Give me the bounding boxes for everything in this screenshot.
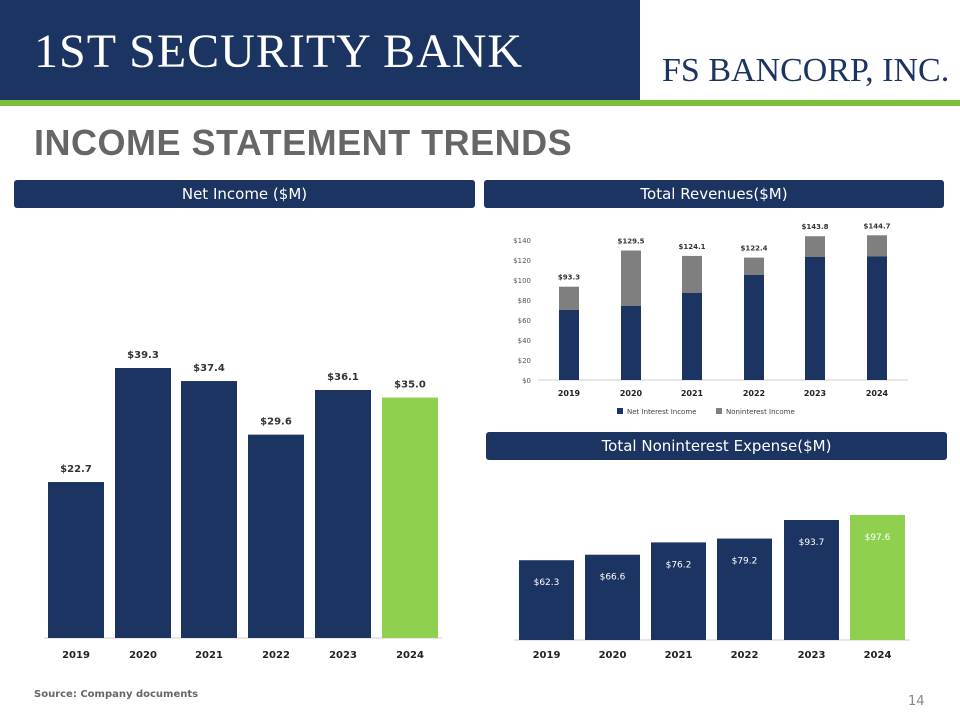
revenues-x-tick-2022: 2022	[743, 389, 765, 398]
expense-bar-2021	[651, 542, 706, 640]
expense-x-tick-2021: 2021	[665, 650, 693, 661]
header-right-panel: FS BANCORP, INC.	[640, 0, 960, 100]
net-income-x-tick-2023: 2023	[329, 650, 357, 661]
expense-value-label-2019: $62.3	[534, 578, 560, 588]
expense-value-label-2021: $76.2	[666, 560, 692, 570]
revenues-total-label-2021: $124.1	[678, 243, 705, 251]
revenues-y-tick-100: $100	[513, 277, 531, 285]
revenues-legend-net-interest: Net Interest Income	[627, 408, 696, 416]
source-note: Source: Company documents	[34, 689, 199, 700]
expense-bar-2024	[850, 515, 905, 640]
expense-bar-2023	[784, 519, 839, 640]
revenues-bar-noninterest-2019	[559, 286, 579, 310]
net-income-bar-2020	[115, 368, 171, 638]
net-income-x-tick-2020: 2020	[129, 650, 157, 661]
revenues-bar-net-interest-2022	[744, 275, 764, 380]
page-title: INCOME STATEMENT TRENDS	[34, 122, 573, 163]
revenues-total-label-2019: $93.3	[558, 274, 580, 282]
revenues-total-label-2024: $144.7	[863, 222, 890, 230]
first-security-bank-logo: 1ST SECURITY BANK	[34, 25, 524, 78]
expense-bar-2020	[585, 554, 640, 640]
net-income-value-label-2019: $22.7	[60, 464, 92, 475]
net-income-value-label-2022: $29.6	[260, 417, 292, 428]
revenues-y-tick-20: $20	[518, 357, 531, 365]
header-accent-stripe	[0, 100, 960, 106]
revenues-total-label-2023: $143.8	[801, 223, 828, 231]
expense-x-tick-2019: 2019	[533, 650, 561, 661]
expense-value-label-2024: $97.6	[865, 533, 891, 543]
revenues-x-tick-2019: 2019	[558, 389, 581, 398]
revenues-y-tick-120: $120	[513, 257, 531, 265]
total-revenues-section-bar: Total Revenues($M)	[484, 180, 944, 208]
expense-value-label-2023: $93.7	[799, 538, 825, 548]
revenues-bar-net-interest-2019	[559, 310, 579, 380]
revenues-y-tick-0: $0	[522, 377, 531, 385]
revenues-legend-swatch-net-interest	[617, 408, 623, 414]
revenues-legend-noninterest: Noninterest Income	[726, 408, 795, 416]
net-income-value-label-2021: $37.4	[193, 363, 225, 374]
expense-x-tick-2020: 2020	[599, 650, 627, 661]
net-income-value-label-2020: $39.3	[127, 350, 159, 361]
revenues-legend-swatch-noninterest	[716, 408, 722, 414]
revenues-bar-noninterest-2024	[867, 235, 887, 257]
revenues-bar-net-interest-2023	[805, 257, 825, 380]
revenues-x-tick-2023: 2023	[804, 389, 826, 398]
net-income-bar-2019	[48, 482, 104, 638]
revenues-x-tick-2021: 2021	[681, 389, 704, 398]
expense-bar-2019	[519, 560, 574, 640]
revenues-bar-noninterest-2023	[805, 236, 825, 257]
revenues-bar-net-interest-2021	[682, 293, 702, 380]
revenues-x-tick-2024: 2024	[866, 389, 889, 398]
noninterest-expense-chart-title: Total Noninterest Expense($M)	[601, 437, 832, 455]
expense-bar-2022	[717, 538, 772, 640]
net-income-x-tick-2019: 2019	[62, 650, 90, 661]
revenues-bar-noninterest-2022	[744, 257, 764, 275]
expense-x-tick-2024: 2024	[864, 650, 892, 661]
net-income-bar-2023	[315, 389, 371, 638]
page-number: 14	[908, 694, 925, 709]
revenues-y-tick-140: $140	[513, 237, 531, 245]
revenues-y-tick-60: $60	[518, 317, 531, 325]
revenues-bar-noninterest-2020	[621, 250, 641, 306]
expense-value-label-2022: $79.2	[732, 557, 758, 567]
expense-x-tick-2022: 2022	[731, 650, 759, 661]
revenues-total-label-2020: $129.5	[617, 238, 644, 246]
header-band: 1ST SECURITY BANK	[0, 0, 640, 100]
revenues-y-tick-80: $80	[518, 297, 531, 305]
expense-x-tick-2023: 2023	[798, 650, 826, 661]
net-income-x-tick-2022: 2022	[262, 650, 290, 661]
net-income-value-label-2023: $36.1	[327, 372, 359, 383]
noninterest-expense-section-bar: Total Noninterest Expense($M)	[486, 432, 947, 460]
revenues-bar-noninterest-2021	[682, 255, 702, 293]
net-income-value-label-2024: $35.0	[394, 380, 426, 391]
net-income-bar-2024	[382, 397, 438, 638]
revenues-bar-net-interest-2024	[867, 256, 887, 380]
revenues-x-tick-2020: 2020	[620, 389, 643, 398]
net-income-bar-2021	[181, 381, 237, 638]
revenues-y-tick-40: $40	[518, 337, 531, 345]
fs-bancorp-logo: FS BANCORP, INC.	[662, 52, 950, 89]
net-income-x-tick-2024: 2024	[396, 650, 424, 661]
expense-value-label-2020: $66.6	[600, 573, 626, 583]
revenues-bar-net-interest-2020	[621, 306, 641, 380]
net-income-bar-2022	[248, 434, 304, 638]
total-revenues-chart-title: Total Revenues($M)	[640, 185, 788, 203]
net-income-section-bar: Net Income ($M)	[14, 180, 475, 208]
revenues-total-label-2022: $122.4	[740, 245, 767, 253]
net-income-chart-title: Net Income ($M)	[181, 185, 308, 203]
net-income-x-tick-2021: 2021	[195, 650, 223, 661]
